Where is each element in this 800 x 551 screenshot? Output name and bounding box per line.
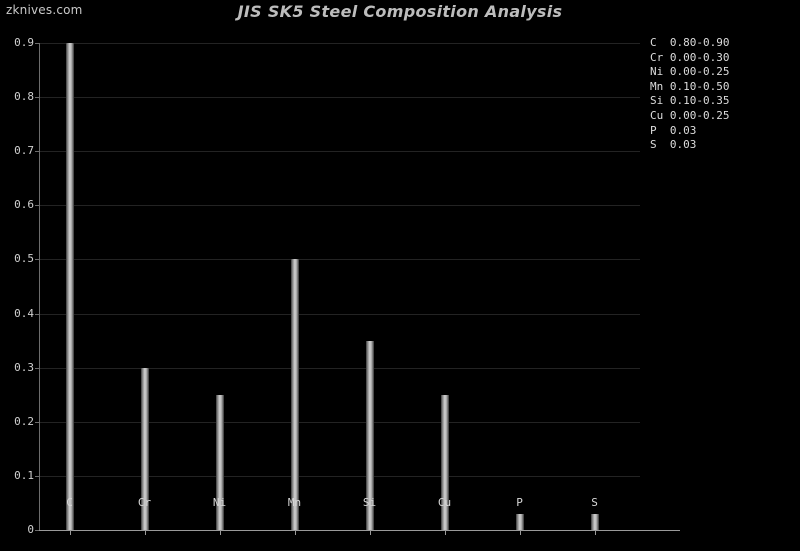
- legend-item: Ni 0.00-0.25: [650, 65, 730, 79]
- bar[interactable]: [215, 394, 224, 530]
- y-tick-mark: [35, 367, 40, 369]
- x-axis-tick-label: Cr: [137, 496, 152, 509]
- legend-item: Si 0.10-0.35: [650, 94, 730, 108]
- y-tick-mark: [35, 313, 40, 315]
- watermark: zknives.com: [6, 3, 83, 17]
- bar[interactable]: [440, 394, 449, 530]
- legend-item: C 0.80-0.90: [650, 36, 730, 49]
- x-axis-tick-label: P: [516, 496, 523, 509]
- legend-item: Cr 0.00-0.30: [650, 50, 730, 64]
- x-tick-mark: [369, 530, 371, 535]
- page-title: JIS SK5 Steel Composition Analysis: [237, 2, 563, 21]
- y-tick-mark: [35, 530, 40, 531]
- x-axis-tick-label: C: [66, 496, 73, 509]
- plot-background: [40, 43, 640, 530]
- x-axis-line: [39, 530, 680, 531]
- x-tick-mark: [144, 530, 146, 535]
- x-tick-mark: [294, 530, 296, 535]
- x-tick-mark: [219, 530, 221, 535]
- bar[interactable]: [290, 259, 299, 530]
- bar[interactable]: [140, 367, 149, 530]
- y-tick-mark: [35, 205, 40, 207]
- y-axis-tick-label: 0.6: [14, 198, 34, 212]
- legend-item: Cu 0.00-0.25: [650, 108, 730, 122]
- gridline: [40, 367, 640, 369]
- y-axis-tick-label: 0.5: [14, 252, 34, 266]
- y-tick-mark: [35, 151, 40, 153]
- y-tick-mark: [35, 475, 40, 477]
- y-tick-mark: [35, 97, 40, 99]
- y-tick-mark: [35, 43, 40, 44]
- chart-legend: C 0.80-0.90 Cr 0.00-0.30 Ni 0.00-0.25 Mn 0.…: [650, 36, 729, 153]
- chart-plot-area: [35, 43, 680, 535]
- gridline: [40, 313, 640, 315]
- x-tick-mark: [444, 530, 446, 535]
- y-axis-tick-label: 0.7: [14, 144, 34, 158]
- y-axis-tick-label: 0.1: [14, 468, 34, 482]
- bar[interactable]: [515, 513, 524, 530]
- y-axis-tick-label: 0: [27, 523, 34, 536]
- y-tick-mark: [35, 421, 40, 423]
- x-tick-mark: [519, 530, 521, 535]
- y-axis-tick-label: 0.4: [14, 306, 34, 320]
- y-axis-line: [39, 43, 40, 530]
- x-axis-tick-label: Cu: [437, 496, 452, 509]
- y-axis-tick-label: 0.8: [14, 90, 34, 104]
- bar[interactable]: [365, 340, 374, 530]
- x-axis-tick-label: Mn: [287, 496, 302, 509]
- gridline: [40, 421, 640, 423]
- gridline: [40, 43, 640, 44]
- y-axis-tick-label: 0.2: [14, 414, 34, 428]
- gridline: [40, 151, 640, 153]
- x-axis-tick-label: Ni: [212, 496, 227, 509]
- x-tick-mark: [69, 530, 71, 535]
- y-tick-mark: [35, 259, 40, 261]
- legend-item: P 0.03: [650, 123, 697, 137]
- gridline: [40, 475, 640, 477]
- legend-item: Mn 0.10-0.50: [650, 79, 730, 93]
- y-axis-tick-label: 0.3: [14, 360, 34, 374]
- legend-item: S 0.03: [650, 138, 697, 152]
- x-axis-tick-label: S: [591, 496, 598, 509]
- gridline: [40, 205, 640, 207]
- gridline: [40, 97, 640, 99]
- gridline: [40, 259, 640, 261]
- bar[interactable]: [65, 43, 74, 530]
- y-axis-tick-label: 0.9: [14, 36, 34, 49]
- bar[interactable]: [590, 513, 599, 530]
- x-tick-mark: [594, 530, 596, 535]
- x-axis-tick-label: Si: [362, 496, 377, 509]
